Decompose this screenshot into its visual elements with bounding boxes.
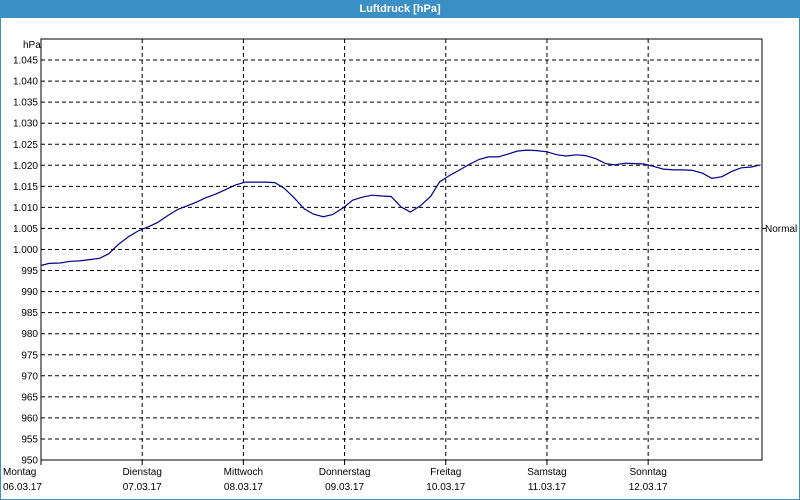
y-tick-label: 1.035 xyxy=(13,98,38,109)
y-tick-label: 980 xyxy=(21,329,38,340)
y-tick-label: 1.025 xyxy=(13,140,38,151)
y-tick-label: 1.030 xyxy=(13,119,38,130)
pressure-line xyxy=(40,149,761,267)
chart-frame: 950 955 960 965 970 975 980 985 990 995 1.000 1.005… xyxy=(0,18,800,500)
chart-title: Luftdruck [hPa] xyxy=(0,0,800,18)
y-tick-label: 990 xyxy=(21,287,38,298)
y-tick-label: 985 xyxy=(21,308,38,319)
pressure-chart: 950 955 960 965 970 975 980 985 990 995 1.000 1.005… xyxy=(3,38,797,493)
x-tick-day: Dienstag xyxy=(122,467,161,478)
x-tick-date: 10.03.17 xyxy=(426,482,465,493)
y-tick-label: 955 xyxy=(21,434,38,445)
x-tick-date: 06.03.17 xyxy=(3,482,42,493)
y-tick-label: 970 xyxy=(21,371,38,382)
x-tick-day: Sonntag xyxy=(630,467,667,478)
y-tick-label: 1.020 xyxy=(13,161,38,172)
x-tick-date: 11.03.17 xyxy=(528,482,567,493)
y-tick-label: 1.015 xyxy=(13,182,38,193)
y-tick-label: 995 xyxy=(21,266,38,277)
y-tick-label: 950 xyxy=(21,456,38,467)
normal-label: Normal xyxy=(765,224,797,235)
x-tick-day: Samstag xyxy=(527,467,566,478)
plot-area xyxy=(40,38,763,461)
y-tick-label: 1.045 xyxy=(13,56,38,67)
x-tick-day: Freitag xyxy=(430,467,461,478)
x-tick-date: 07.03.17 xyxy=(123,482,162,493)
x-tick-day: Donnerstag xyxy=(319,467,371,478)
y-tick-label: 1.005 xyxy=(13,224,38,235)
x-tick-day: Montag xyxy=(3,467,36,478)
x-tick-date: 08.03.17 xyxy=(224,482,263,493)
y-tick-label: 965 xyxy=(21,392,38,403)
y-tick-label: 975 xyxy=(21,350,38,361)
y-tick-label: 960 xyxy=(21,413,38,424)
x-tick-date: 09.03.17 xyxy=(325,482,364,493)
y-axis-label: hPa xyxy=(23,40,41,51)
y-tick-label: 1.000 xyxy=(13,245,38,256)
x-tick-date: 12.03.17 xyxy=(629,482,668,493)
y-tick-label: 1.040 xyxy=(13,77,38,88)
y-tick-label: 1.010 xyxy=(13,203,38,214)
x-tick-day: Mittwoch xyxy=(224,467,263,478)
